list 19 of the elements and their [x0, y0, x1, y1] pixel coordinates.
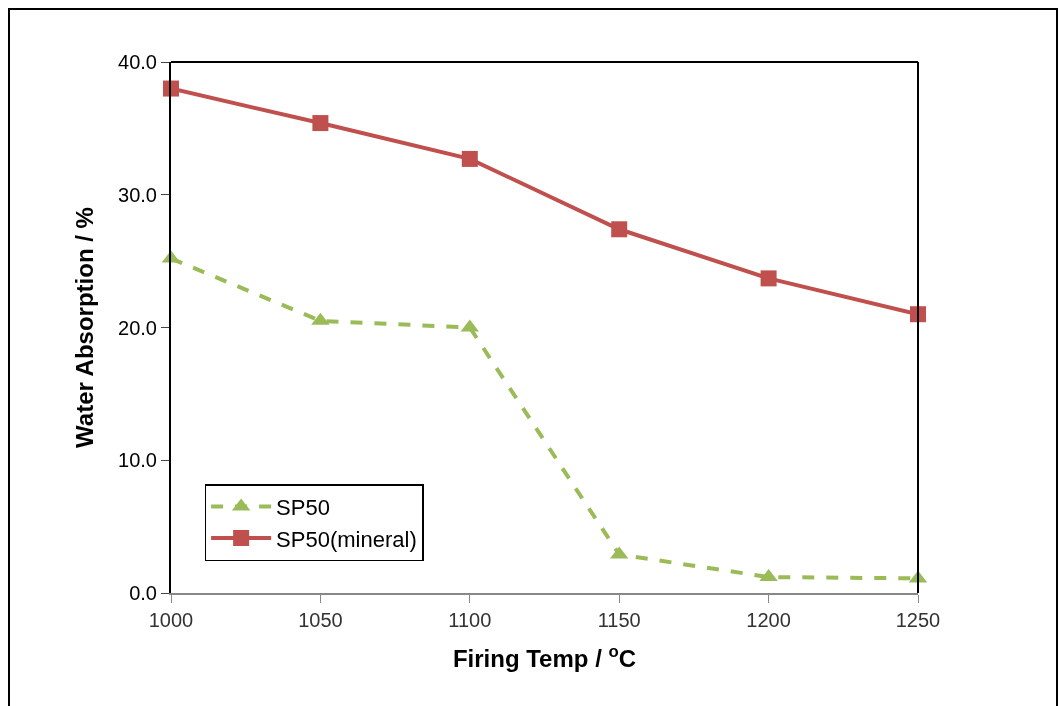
- x-tick-label: 1100: [448, 609, 492, 631]
- x-tick-label: 1050: [298, 609, 343, 631]
- x-axis-title: Firing Temp / $^{o}$C: [452, 641, 637, 672]
- point: [611, 221, 628, 238]
- x-tick-label: 1000: [148, 609, 194, 631]
- point: [461, 150, 478, 167]
- y-tick-label: 40.0: [118, 51, 157, 73]
- x-tick-label: 1150: [597, 609, 641, 631]
- y-tick-label: 10.0: [118, 449, 157, 472]
- y-axis-title: Water Absorption / %: [70, 207, 98, 448]
- y-tick-label: 20.0: [118, 316, 157, 339]
- legend-label: SP50(mineral): [276, 526, 417, 552]
- point: [760, 270, 777, 287]
- x-tick-label: 1250: [895, 609, 941, 631]
- point: [312, 115, 329, 132]
- legend-label: SP50: [276, 495, 330, 521]
- x-tick-label: 1200: [746, 609, 791, 631]
- y-tick-label: 0.0: [129, 582, 157, 604]
- y-tick-label: 30.0: [118, 183, 157, 206]
